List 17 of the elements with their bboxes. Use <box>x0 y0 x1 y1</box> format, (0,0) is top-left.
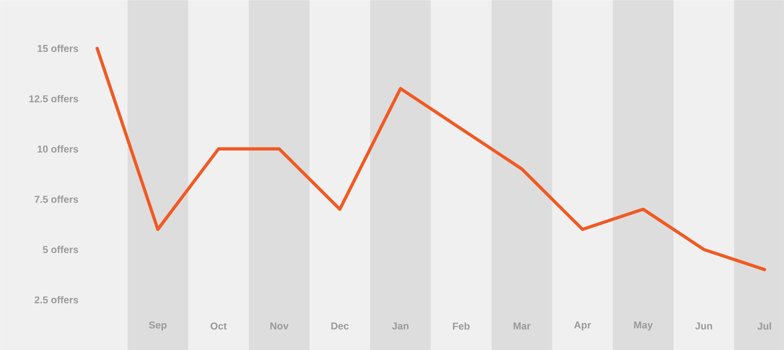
y-tick-label: 10 offers <box>38 145 78 153</box>
x-tick-label: Feb <box>452 322 470 330</box>
y-tick-label: 7.5 offers <box>34 195 78 203</box>
y-tick-label: 5 offers <box>42 246 78 254</box>
x-tick-label: May <box>634 322 653 330</box>
y-tick-label: 12.5 offers <box>29 94 78 102</box>
x-tick-label: Jan <box>392 322 408 330</box>
y-tick-label: 2.5 offers <box>34 296 78 304</box>
x-tick-label: Dec <box>331 322 349 330</box>
x-tick-label: Jul <box>757 322 771 330</box>
x-tick-label: Oct <box>210 322 227 330</box>
x-tick-label: Jun <box>695 322 712 330</box>
x-tick-label: Nov <box>270 322 289 330</box>
x-tick-label: Sep <box>148 321 167 330</box>
y-tick-label: 15 offers <box>38 44 78 52</box>
x-tick-label: Mar <box>514 322 531 330</box>
x-tick-label: Apr <box>574 322 591 330</box>
